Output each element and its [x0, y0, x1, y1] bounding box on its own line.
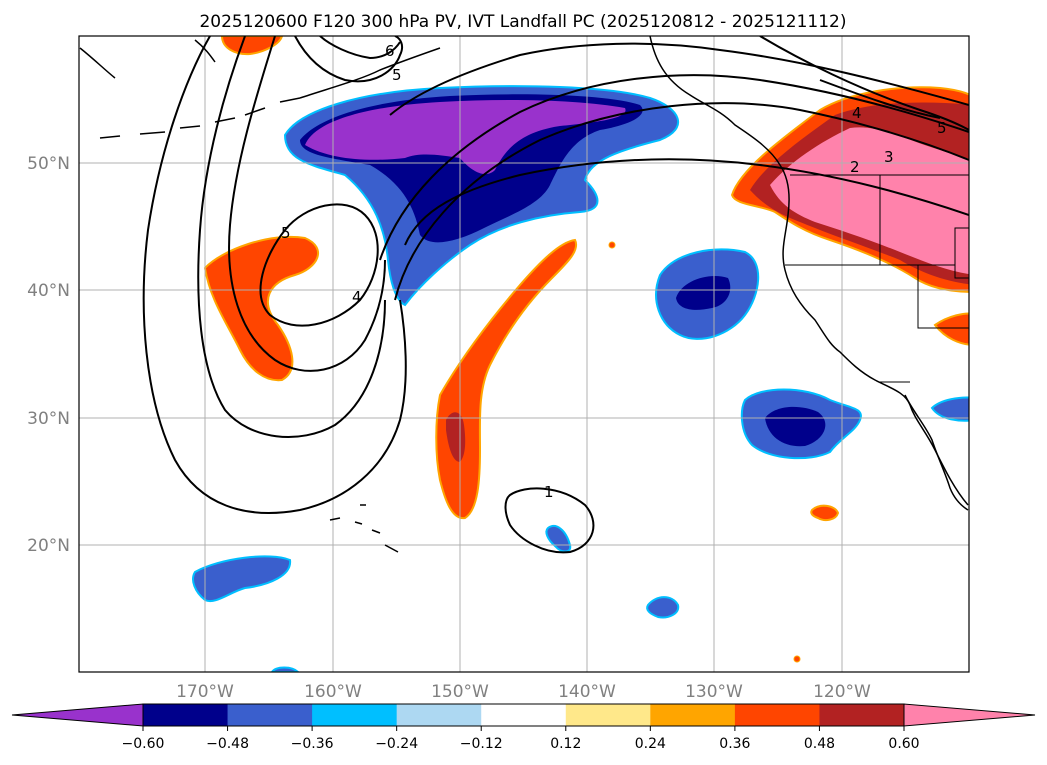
contour-label: 4 — [852, 104, 862, 122]
contour-cutoff-low — [259, 203, 379, 327]
lat-label-50n: 50°N — [27, 154, 70, 174]
coastline-north-america — [649, 36, 969, 506]
contour-north-1 — [294, 36, 404, 83]
contour-label: 5 — [392, 66, 402, 84]
map-title: 2025120600 F120 300 hPa PV, IVT Landfall… — [199, 12, 846, 32]
colorbar-tick-label: −0.12 — [460, 736, 503, 752]
positive-dot-2 — [793, 655, 801, 663]
contour-north-2 — [319, 36, 401, 60]
negative-core-purple — [305, 100, 626, 175]
coastline-alaska — [79, 39, 441, 99]
colorbar-tick-label: 0.36 — [719, 736, 750, 752]
positive-blob-small-south — [810, 504, 840, 522]
lon-labels: 170°W 160°W 150°W 140°W 130°W 120°W — [176, 682, 871, 702]
lat-label-20n: 20°N — [27, 536, 70, 556]
state-borders — [785, 174, 969, 383]
colorbar-tick-label: 0.48 — [804, 736, 835, 752]
colorbar-segment — [227, 704, 313, 726]
lat-label-30n: 30°N — [27, 409, 70, 429]
negative-core-off-baja — [765, 406, 826, 447]
colorbar-segment — [481, 704, 567, 726]
contour-jet-4 — [404, 158, 969, 246]
map-plot-area: 1 2 3 4 5 5 4 6 5 — [78, 35, 970, 673]
colorbar-segment — [819, 704, 905, 726]
colorbar-segment — [565, 704, 651, 726]
colorbar-tick-label: −0.36 — [291, 736, 334, 752]
positive-streak-central — [435, 238, 578, 520]
positive-peak-pacific-northwest — [770, 127, 969, 275]
colorbar: −0.60 −0.48 −0.36 −0.24 −0.12 0.12 0.24 0.36 0.4… — [11, 703, 1036, 752]
colorbar-extend-right — [903, 703, 1036, 727]
contour-label: 6 — [385, 42, 395, 60]
colorbar-segment — [396, 704, 482, 726]
colorbar-tick-label: −0.60 — [122, 736, 165, 752]
positive-blob-north-edge — [220, 36, 284, 56]
contour-western-trough-2 — [197, 36, 386, 438]
colorbar-segments — [143, 704, 905, 726]
contour-label: 3 — [884, 148, 894, 166]
lon-label-170w: 170°W — [176, 682, 234, 702]
contour-northeast-2 — [819, 79, 941, 119]
contour-jet-2 — [379, 74, 969, 261]
colorbar-extend-left — [11, 703, 144, 727]
contour-subtropical-low — [504, 487, 595, 554]
lon-label-130w: 130°W — [685, 682, 743, 702]
contour-label-group: 1 2 3 4 5 5 4 6 5 — [281, 42, 947, 501]
colorbar-ticks: −0.60 −0.48 −0.36 −0.24 −0.12 0.12 0.24 0.36 0.4… — [122, 726, 920, 752]
colorbar-tick-label: 0.60 — [888, 736, 919, 752]
negative-blob-southwest — [192, 555, 292, 603]
coastline-baja — [904, 394, 969, 511]
negative-core-north-pacific-east — [676, 276, 731, 310]
pv-contours — [142, 36, 969, 554]
contour-label: 2 — [850, 158, 860, 176]
colorbar-segment — [734, 704, 820, 726]
coastline-hawaii — [329, 504, 399, 553]
colorbar-segment — [143, 704, 229, 726]
contour-jet-1 — [394, 102, 969, 301]
contour-label: 5 — [937, 119, 947, 137]
positive-dot-1 — [608, 241, 616, 249]
colorbar-tick-label: 0.24 — [635, 736, 666, 752]
lon-label-140w: 140°W — [558, 682, 616, 702]
contour-label: 5 — [281, 224, 291, 242]
contour-jet-3 — [389, 42, 969, 116]
contour-western-trough-3 — [228, 36, 386, 372]
colorbar-tick-label: −0.48 — [206, 736, 249, 752]
colorbar-segment — [650, 704, 736, 726]
contour-western-trough — [142, 36, 407, 514]
colorbar-segment — [312, 704, 398, 726]
contour-northeast — [759, 36, 969, 131]
lat-label-40n: 40°N — [27, 281, 70, 301]
positive-blob-coast-southeast — [933, 312, 969, 346]
positive-blob-west — [203, 235, 319, 382]
negative-blob-small-2 — [646, 596, 680, 619]
contour-label: 4 — [352, 288, 362, 306]
negative-blob-coast-east — [930, 396, 969, 422]
colorbar-frame — [142, 703, 905, 727]
lon-label-160w: 160°W — [304, 682, 362, 702]
lon-label-150w: 150°W — [431, 682, 489, 702]
colorbar-tick-label: 0.12 — [550, 736, 581, 752]
contour-label: 1 — [544, 483, 554, 501]
coastlines — [79, 36, 969, 553]
plot-frame — [78, 35, 970, 673]
colorbar-tick-label: −0.24 — [375, 736, 418, 752]
negative-anomaly-fields — [192, 85, 969, 672]
lat-labels: 50°N 40°N 30°N 20°N — [27, 154, 70, 556]
coastline-aleutians — [99, 97, 301, 139]
lon-label-120w: 120°W — [813, 682, 871, 702]
